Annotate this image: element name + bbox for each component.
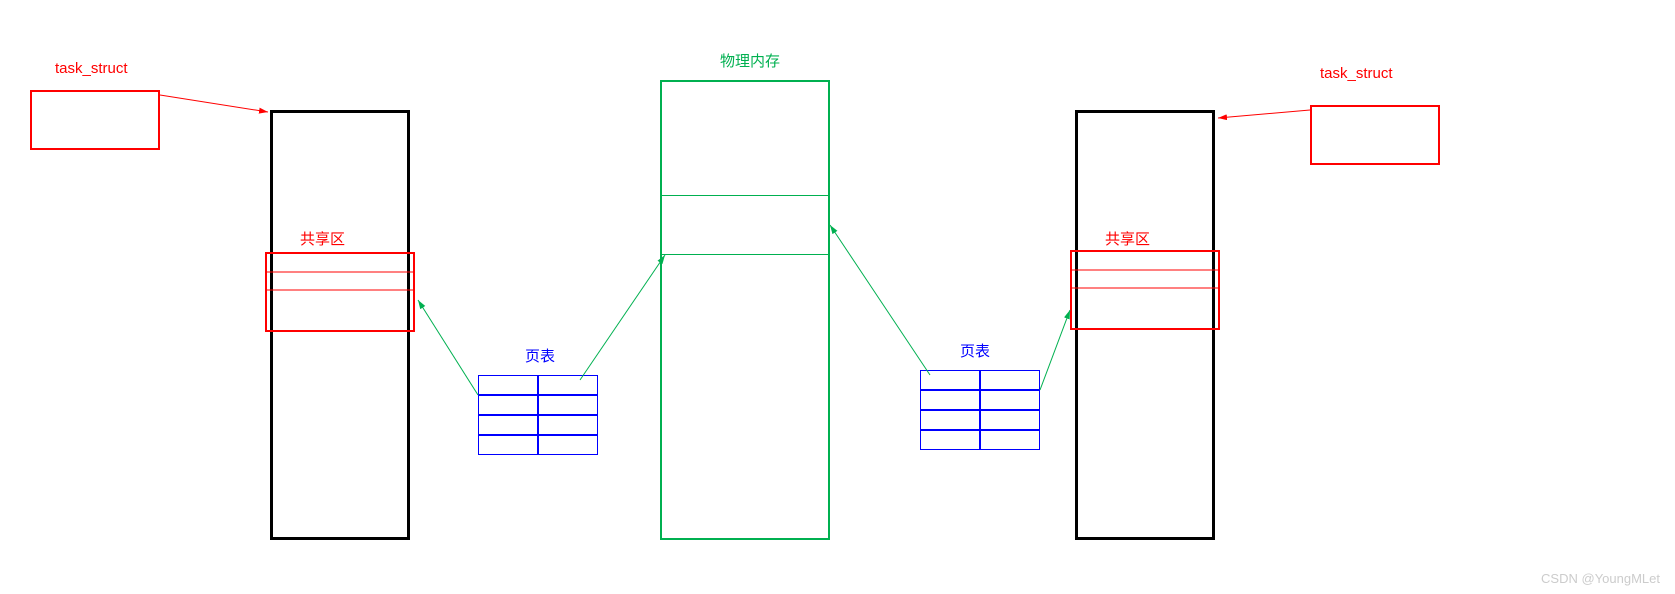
task-struct-right-label: task_struct [1320,65,1393,82]
page-table-right [920,370,1040,450]
page-table-right-label: 页表 [960,340,990,361]
task-struct-left-label: task_struct [55,60,128,77]
diagram-arrows [0,0,1675,594]
page-table-left-label: 页表 [525,345,555,366]
task-struct-left-box [30,90,160,150]
physical-memory-label: 物理内存 [720,50,780,71]
watermark: CSDN @YoungMLet [1541,571,1660,586]
shared-region-right-box [1070,250,1220,330]
shared-region-left-box [265,252,415,332]
physical-memory-segment [660,195,830,255]
physical-memory-box [660,80,830,540]
task-struct-right-box [1310,105,1440,165]
page-table-left [478,375,598,455]
